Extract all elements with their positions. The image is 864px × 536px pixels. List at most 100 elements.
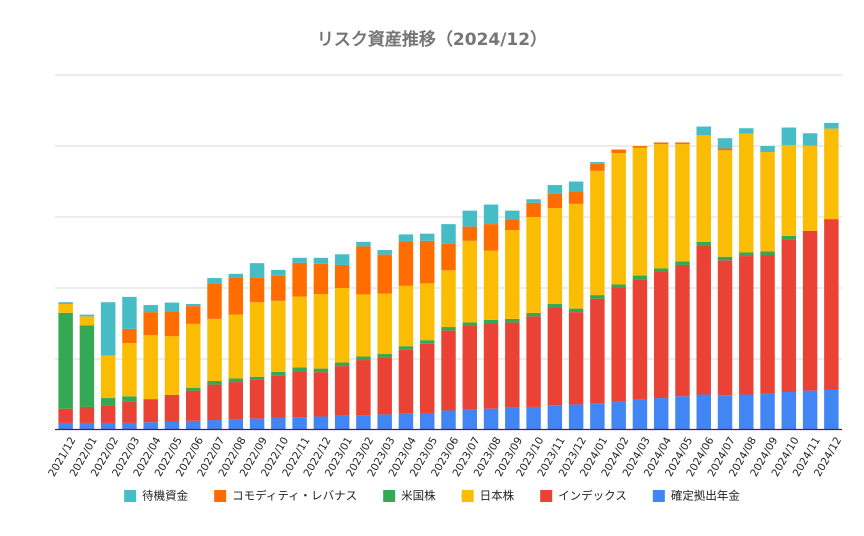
bar-segment: [143, 422, 158, 430]
bar-segment: [377, 250, 392, 255]
legend-label: インデックス: [558, 489, 627, 503]
bar-segment: [483, 204, 499, 225]
bar-stack: [526, 199, 541, 430]
bar-segment: [590, 163, 605, 171]
bar-stack: [653, 142, 669, 430]
bar-segment: [122, 396, 137, 402]
bar-segment: [79, 316, 95, 326]
bar-segment: [420, 283, 435, 341]
bar-segment: [653, 272, 669, 399]
bar-segment: [483, 408, 499, 430]
bar-segment: [228, 277, 244, 315]
bar-segment: [590, 170, 605, 296]
bar-segment: [420, 412, 435, 430]
legend-swatch: [383, 490, 396, 502]
bar-segment: [717, 138, 733, 149]
bar-stack: [462, 210, 477, 430]
bar-segment: [717, 150, 733, 257]
bar-segment: [675, 396, 690, 430]
bar-segment: [334, 362, 350, 367]
bar-segment: [653, 144, 669, 269]
bar-segment: [228, 378, 244, 383]
bar-stack: [547, 185, 563, 430]
legend-label: 日本株: [480, 489, 515, 503]
bar-segment: [356, 415, 371, 430]
bar-segment: [483, 319, 499, 324]
bar-segment: [760, 393, 775, 430]
bar-segment: [802, 230, 818, 391]
bar-segment: [760, 254, 775, 394]
bar-segment: [590, 403, 605, 431]
legend-swatch: [214, 490, 227, 502]
bar-segment: [292, 417, 307, 430]
bar-segment: [249, 379, 265, 419]
bar-segment: [292, 371, 307, 418]
bar-segment: [653, 398, 669, 430]
bar-segment: [420, 340, 435, 344]
bar-stack: [58, 302, 73, 430]
bar-segment: [100, 398, 116, 406]
bar-segment: [632, 146, 648, 148]
bar-segment: [739, 394, 754, 430]
bar-segment: [228, 314, 244, 379]
bar-segment: [526, 316, 541, 407]
bar-segment: [505, 210, 520, 220]
bar-segment: [568, 308, 584, 313]
bar-segment: [164, 311, 180, 337]
bar-segment: [143, 312, 158, 336]
legend-item: コモディティ・レバナス: [214, 489, 357, 503]
bar-stack: [356, 241, 371, 430]
bar-segment: [526, 199, 541, 203]
bar-segment: [207, 381, 222, 385]
bar-segment: [334, 415, 350, 430]
bar-segment: [313, 416, 329, 430]
bar-segment: [334, 254, 350, 265]
bar-segment: [122, 401, 137, 423]
bar-segment: [143, 399, 158, 423]
bar-segment: [611, 284, 626, 288]
bar-segment: [122, 422, 137, 430]
bar-segment: [313, 294, 329, 369]
bar-segment: [526, 406, 541, 430]
legend-item: 米国株: [383, 489, 436, 503]
bar-segment: [249, 376, 265, 380]
bar-segment: [377, 254, 392, 294]
bar-stack: [568, 181, 584, 430]
bar-segment: [207, 278, 222, 284]
bar-stack: [590, 161, 605, 431]
bar-stack: [696, 126, 711, 430]
bar-segment: [760, 146, 775, 153]
bar-segment: [398, 234, 414, 242]
bar-segment: [760, 251, 775, 255]
bar-stack: [207, 278, 222, 430]
bar-segment: [377, 357, 392, 415]
legend-label: 確定拠出年金: [671, 489, 740, 503]
bar-segment: [186, 303, 201, 307]
bar-segment: [186, 390, 201, 421]
bar-segment: [441, 243, 456, 271]
bar-stack: [249, 263, 265, 430]
bar-stack: [739, 128, 754, 430]
bar-segment: [505, 318, 520, 323]
bar-segment: [164, 421, 180, 430]
bar-segment: [377, 414, 392, 430]
bar-segment: [526, 312, 541, 317]
bar-stack: [377, 250, 392, 430]
bar-segment: [58, 302, 73, 304]
bar-segment: [441, 410, 456, 430]
bar-segment: [547, 303, 563, 308]
bar-segment: [122, 328, 137, 344]
bar-segment: [590, 295, 605, 299]
bar-segment: [58, 312, 73, 409]
bar-segment: [696, 126, 711, 136]
bar-segment: [271, 300, 286, 372]
bar-segment: [271, 417, 286, 430]
bar-stack: [824, 122, 839, 430]
bar-stack: [334, 254, 350, 430]
bar-segment: [271, 371, 286, 376]
bar-stack: [505, 210, 520, 430]
bar-segment: [824, 128, 839, 220]
bar-segment: [313, 368, 329, 373]
